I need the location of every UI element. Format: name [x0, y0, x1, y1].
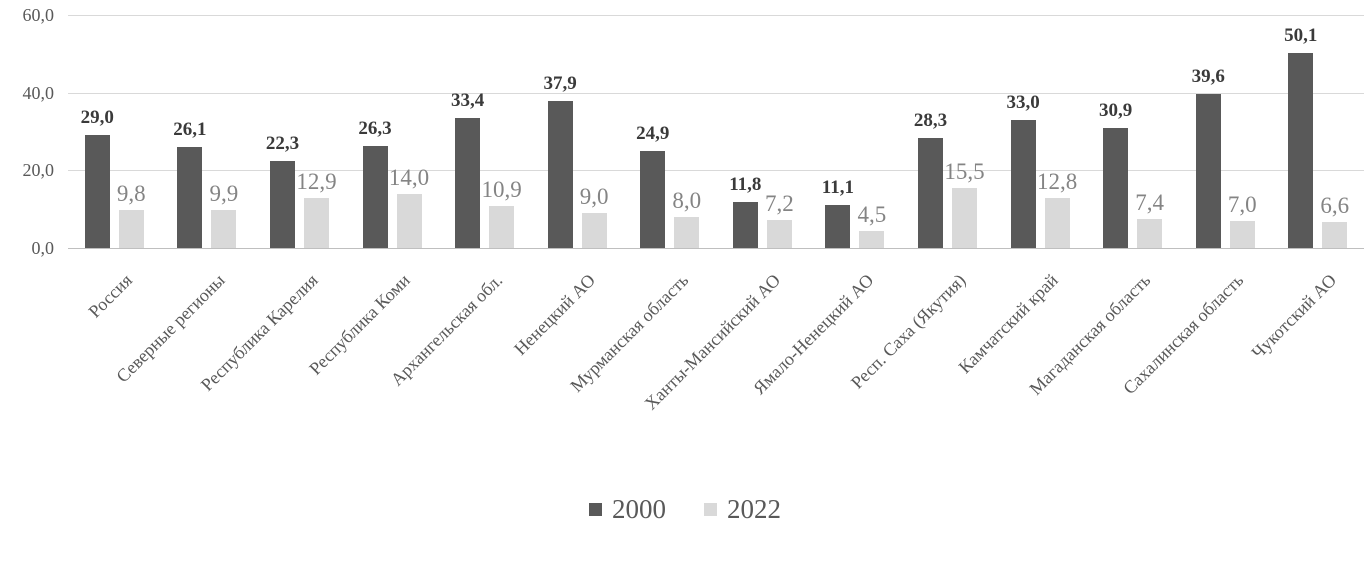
bar-2022: 8,0	[672, 189, 701, 248]
bar-group: 28,3 15,5	[901, 15, 994, 248]
bar-2022: 10,9	[481, 178, 522, 248]
bar-group: 26,3 14,0	[346, 15, 439, 248]
bar-2022: 12,8	[1037, 170, 1077, 248]
bar-2000: 33,0	[1006, 93, 1040, 248]
bar-2022: 9,0	[580, 185, 609, 248]
bar-group: 24,9 8,0	[623, 15, 716, 248]
bar-value-label: 9,8	[116, 180, 146, 206]
legend-label: 2022	[727, 494, 781, 524]
bar-value-label: 24,9	[636, 123, 670, 145]
bar-2000: 33,4	[451, 91, 484, 248]
bar-value-label: 28,3	[913, 110, 948, 132]
bar-value-label: 7,0	[1227, 191, 1257, 217]
bar-value-label: 12,9	[296, 168, 337, 194]
gridline	[68, 15, 1364, 16]
y-tick-label: 0,0	[31, 238, 55, 258]
legend-swatch-icon	[589, 503, 602, 516]
x-axis-line	[68, 248, 1364, 249]
bar-group: 30,9 7,4	[1086, 15, 1179, 248]
bar-value-label: 50,1	[1284, 25, 1318, 47]
bar-value-label: 14,0	[388, 164, 430, 190]
bar-value-label: 6,6	[1320, 193, 1350, 219]
bar-2000: 37,9	[544, 74, 577, 248]
gridline	[68, 170, 1364, 172]
x-category-label: Чукотский АО	[1247, 270, 1340, 363]
gridline	[68, 92, 1364, 94]
legend-entry-2000: 2000	[589, 496, 666, 523]
bar-value-label: 12,8	[1036, 169, 1078, 195]
bar-2000: 29,0	[81, 108, 114, 248]
bar-value-label: 11,1	[821, 176, 855, 198]
bar-group: 33,0 12,8	[994, 15, 1087, 248]
bar-group: 11,8 7,2	[716, 15, 809, 248]
y-tick-label: 20,0	[22, 160, 55, 181]
bar-value-label: 15,5	[944, 158, 985, 184]
bar-value-label: 4,5	[857, 201, 887, 227]
bar-group: 29,0 9,8	[68, 15, 161, 248]
plot-area: 29,0 9,8 26,1 9,9 22,3 12,9 26,3 14,0 33,4 10,9 37…	[68, 15, 1364, 249]
bar-group: 37,9 9,0	[531, 15, 624, 248]
bar-2022: 7,4	[1135, 191, 1164, 248]
bar-2022: 7,0	[1228, 193, 1257, 248]
bar-2000: 39,6	[1192, 67, 1225, 248]
bar-2022: 7,2	[765, 192, 794, 248]
bar-2000: 28,3	[914, 111, 947, 248]
bar-value-label: 33,0	[1006, 91, 1040, 113]
bar-2000: 11,8	[729, 175, 761, 248]
bar-groups: 29,0 9,8 26,1 9,9 22,3 12,9 26,3 14,0 33,4 10,9 37…	[68, 15, 1364, 248]
chart-legend: 2000 2022	[0, 496, 1370, 523]
bar-value-label: 30,9	[1099, 100, 1133, 122]
bar-value-label: 39,6	[1191, 66, 1225, 88]
bar-2022: 12,9	[296, 170, 337, 248]
bar-2000: 11,1	[822, 178, 854, 248]
bar-value-label: 11,8	[729, 174, 762, 196]
bar-group: 22,3 12,9	[253, 15, 346, 248]
bar-value-label: 9,0	[579, 184, 609, 210]
bar-2022: 9,8	[117, 182, 146, 248]
bar-value-label: 10,9	[481, 176, 522, 202]
bar-2022: 15,5	[944, 160, 985, 248]
x-category-label: Ненецкий АО	[510, 270, 600, 359]
x-category-label: Россия	[84, 270, 137, 322]
bar-group: 39,6 7,0	[1179, 15, 1272, 248]
bar-value-label: 22,3	[265, 133, 300, 155]
bar-2022: 9,9	[209, 182, 238, 248]
bar-value-label: 7,2	[764, 191, 794, 217]
bar-group: 11,1 4,5	[809, 15, 902, 248]
bar-2022: 6,6	[1320, 194, 1349, 248]
y-tick-label: 40,0	[22, 82, 55, 103]
bar-value-label: 37,9	[543, 72, 577, 94]
legend-swatch-icon	[704, 503, 717, 516]
bar-group: 26,1 9,9	[161, 15, 254, 248]
bar-group: 33,4 10,9	[438, 15, 531, 248]
bar-2000: 24,9	[636, 124, 669, 248]
bar-2022: 4,5	[858, 203, 886, 248]
x-axis-labels: Россия Северные регионы Республика Карелия…	[68, 254, 1364, 479]
y-tick-label: 60,0	[22, 5, 55, 25]
legend-entry-2022: 2022	[704, 496, 781, 523]
bar-2000: 30,9	[1099, 101, 1132, 248]
bar-2000: 22,3	[266, 134, 299, 248]
bar-value-label: 9,9	[209, 180, 239, 206]
bar-2000: 50,1	[1284, 26, 1317, 248]
bar-group: 50,1 6,6	[1272, 15, 1365, 248]
bar-value-label: 26,3	[358, 117, 392, 139]
bar-value-label: 33,4	[450, 90, 485, 112]
bar-value-label: 26,1	[173, 118, 207, 140]
bar-2000: 26,3	[358, 119, 392, 248]
bar-value-label: 29,0	[80, 107, 114, 129]
bar-value-label: 8,0	[672, 187, 702, 213]
bar-2000: 26,1	[173, 120, 206, 248]
bar-value-label: 7,4	[1135, 190, 1165, 216]
legend-label: 2000	[612, 494, 666, 524]
bar-2022: 14,0	[389, 166, 429, 248]
